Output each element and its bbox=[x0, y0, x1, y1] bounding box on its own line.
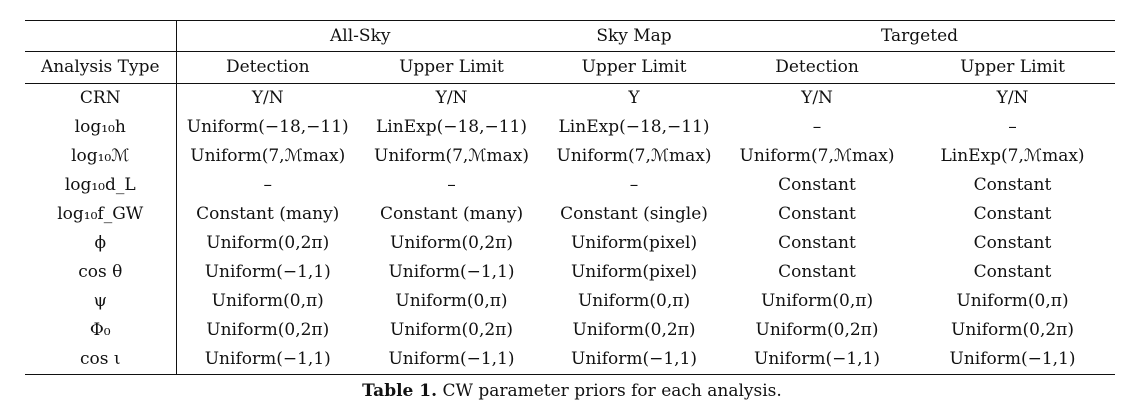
parameter-name: log₁₀ℳ bbox=[25, 142, 177, 171]
parameter-name: log₁₀h bbox=[25, 113, 177, 142]
prior-cell: Constant bbox=[778, 262, 856, 282]
header-detection: Detection bbox=[176, 51, 359, 84]
header-upper-limit: Upper Limit bbox=[910, 51, 1116, 84]
prior-cell: LinExp(−18,−11) bbox=[376, 117, 527, 137]
prior-cell: Uniform(0,π) bbox=[577, 291, 691, 311]
prior-cell: Y/N bbox=[435, 88, 468, 108]
prior-cell: Y/N bbox=[996, 88, 1029, 108]
table-row: log₁₀f_GW Constant (many) Constant (many) C… bbox=[25, 200, 1115, 229]
parameter-name: log₁₀d_L bbox=[25, 171, 177, 200]
prior-cell: Uniform(7,ℳmax) bbox=[739, 146, 895, 166]
parameter-name: ϕ bbox=[25, 229, 177, 258]
prior-cell: Uniform(0,π) bbox=[211, 291, 324, 311]
prior-cell: Uniform(0,π) bbox=[760, 291, 874, 311]
parameter-name: ψ bbox=[25, 287, 177, 316]
header-detection: Detection bbox=[724, 51, 911, 84]
table-caption: Table 1. CW parameter priors for each an… bbox=[0, 381, 1144, 401]
prior-cell: Uniform(0,2π) bbox=[390, 320, 513, 340]
prior-cell: Uniform(0,2π) bbox=[755, 320, 879, 340]
prior-cell: Constant bbox=[973, 262, 1052, 282]
priors-table-container: All-Sky Sky Map Targeted Analysis Type D… bbox=[25, 20, 1116, 375]
prior-cell: – bbox=[447, 175, 456, 195]
parameter-name: cos ι bbox=[25, 345, 177, 375]
group-sky-map: Sky Map bbox=[544, 20, 725, 52]
prior-cell: Uniform(7,ℳmax) bbox=[374, 146, 529, 166]
table-row: log₁₀ℳ Uniform(7,ℳmax) Uniform(7,ℳmax) Unif… bbox=[25, 142, 1115, 171]
table-row: CRN Y/N Y/N Y Y/N Y/N bbox=[25, 83, 1115, 113]
group-header-row: All-Sky Sky Map Targeted bbox=[25, 20, 1116, 52]
prior-cell: Constant (single) bbox=[560, 204, 708, 224]
column-header-row: Analysis Type Detection Upper Limit Uppe… bbox=[25, 51, 1116, 84]
prior-cell: Uniform(−1,1) bbox=[176, 345, 359, 375]
prior-cell: Uniform(0,2π) bbox=[206, 320, 330, 340]
prior-cell: Constant bbox=[778, 204, 856, 224]
prior-cell: Uniform(−1,1) bbox=[910, 345, 1116, 375]
table-row: Φ₀ Uniform(0,2π) Uniform(0,2π) Uniform(0,2π… bbox=[25, 316, 1115, 345]
caption-text: CW parameter priors for each analysis. bbox=[442, 381, 782, 401]
prior-cell: – bbox=[629, 175, 639, 195]
prior-cell: Uniform(−1,1) bbox=[359, 345, 545, 375]
prior-cell: – bbox=[1008, 117, 1017, 137]
prior-cell: Constant bbox=[973, 175, 1052, 195]
table-row: log₁₀h Uniform(−18,−11) LinExp(−18,−11) Lin… bbox=[25, 113, 1115, 142]
table-row: cos ι Uniform(−1,1) Uniform(−1,1) Uniform(−… bbox=[25, 345, 1116, 375]
table-body: All-Sky Sky Map Targeted Analysis Type D… bbox=[25, 20, 1116, 375]
prior-cell: Uniform(pixel) bbox=[570, 233, 698, 253]
prior-cell: LinExp(7,ℳmax) bbox=[940, 146, 1085, 166]
prior-cell: Uniform(0,2π) bbox=[390, 233, 513, 253]
prior-cell: Uniform(0,2π) bbox=[951, 320, 1074, 340]
prior-cell: Uniform(−1,1) bbox=[204, 262, 331, 282]
table-row: ϕ Uniform(0,2π) Uniform(0,2π) Uniform(pixel… bbox=[25, 229, 1115, 258]
prior-cell: Constant bbox=[973, 204, 1052, 224]
prior-cell: – bbox=[812, 117, 822, 137]
group-all-sky: All-Sky bbox=[176, 20, 545, 52]
prior-cell: Constant (many) bbox=[196, 204, 340, 224]
parameter-name: log₁₀f_GW bbox=[25, 200, 177, 229]
prior-cell: Constant bbox=[778, 175, 856, 195]
prior-cell: Uniform(−1,1) bbox=[388, 262, 515, 282]
prior-cell: Y/N bbox=[251, 88, 284, 108]
prior-cell: Uniform(−1,1) bbox=[544, 345, 725, 375]
header-upper-limit: Upper Limit bbox=[544, 51, 725, 84]
table-row: ψ Uniform(0,π) Uniform(0,π) Uniform(0,π) Uni… bbox=[25, 287, 1115, 316]
caption-label: Table 1. bbox=[362, 381, 438, 401]
prior-cell: Constant bbox=[973, 233, 1052, 253]
priors-table: All-Sky Sky Map Targeted Analysis Type D… bbox=[25, 20, 1116, 375]
prior-cell: Uniform(−18,−11) bbox=[186, 117, 349, 137]
prior-cell: Uniform(0,π) bbox=[956, 291, 1069, 311]
group-targeted: Targeted bbox=[724, 20, 1116, 52]
header-analysis-type: Analysis Type bbox=[25, 51, 177, 84]
table-row: log₁₀d_L – – – Constant Constant bbox=[25, 171, 1115, 200]
prior-cell: Uniform(7,ℳmax) bbox=[556, 146, 712, 166]
header-upper-limit: Upper Limit bbox=[359, 51, 545, 84]
prior-cell: Uniform(0,π) bbox=[395, 291, 508, 311]
prior-cell: Uniform(0,2π) bbox=[572, 320, 696, 340]
prior-cell: Constant bbox=[778, 233, 856, 253]
empty-corner-cell bbox=[25, 20, 177, 52]
prior-cell: LinExp(−18,−11) bbox=[558, 117, 710, 137]
prior-cell: Uniform(7,ℳmax) bbox=[190, 146, 346, 166]
prior-cell: Uniform(pixel) bbox=[570, 262, 698, 282]
prior-cell: – bbox=[263, 175, 273, 195]
parameter-name: cos θ bbox=[25, 258, 177, 287]
table-row: cos θ Uniform(−1,1) Uniform(−1,1) Uniform(p… bbox=[25, 258, 1115, 287]
prior-cell: Uniform(−1,1) bbox=[724, 345, 911, 375]
prior-cell: Constant (many) bbox=[379, 204, 524, 224]
prior-cell: Y bbox=[628, 88, 640, 108]
parameter-name: CRN bbox=[25, 83, 177, 113]
parameter-name: Φ₀ bbox=[25, 316, 177, 345]
prior-cell: Uniform(0,2π) bbox=[206, 233, 330, 253]
prior-cell: Y/N bbox=[801, 88, 833, 108]
